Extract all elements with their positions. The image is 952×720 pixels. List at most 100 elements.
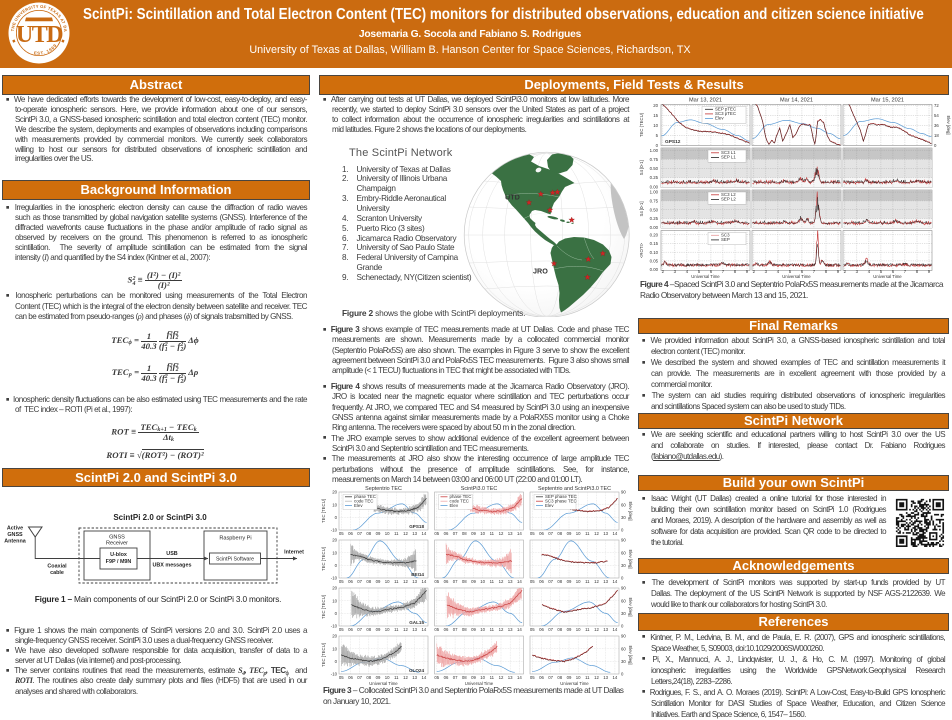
svg-text:08: 08 <box>366 531 371 536</box>
svg-text:6: 6 <box>801 269 804 274</box>
svg-text:12: 12 <box>499 531 504 536</box>
svg-text:GAL15: GAL15 <box>409 620 424 625</box>
svg-text:0.75: 0.75 <box>650 199 659 204</box>
svg-text:0.10: 0.10 <box>650 250 659 255</box>
svg-text:09: 09 <box>471 627 476 632</box>
svg-text:13: 13 <box>508 627 513 632</box>
svg-text:07: 07 <box>357 531 362 536</box>
svg-text:09: 09 <box>376 627 381 632</box>
svg-text:Mar 15, 2021: Mar 15, 2021 <box>871 98 904 104</box>
svg-text:7: 7 <box>722 269 725 274</box>
svg-text:13: 13 <box>508 531 513 536</box>
svg-text:5: 5 <box>880 269 883 274</box>
svg-text:0.25: 0.25 <box>650 175 659 180</box>
svg-text:06: 06 <box>444 579 449 584</box>
svg-text:0.00: 0.00 <box>650 184 659 189</box>
svg-text:8: 8 <box>825 269 828 274</box>
svg-text:Elev: Elev <box>354 503 363 508</box>
svg-text:2: 2 <box>844 269 847 274</box>
svg-text:05: 05 <box>434 579 439 584</box>
svg-text:1.00: 1.00 <box>650 148 659 153</box>
svg-text:0: 0 <box>621 672 624 677</box>
svg-text:10: 10 <box>332 550 337 555</box>
svg-text:Elev [deg]: Elev [deg] <box>946 115 951 134</box>
svg-text:ScintPi Software: ScintPi Software <box>216 557 254 563</box>
svg-text:60: 60 <box>621 550 626 555</box>
svg-text:06: 06 <box>348 579 353 584</box>
svg-text:BEI14: BEI14 <box>411 572 424 577</box>
svg-text:0: 0 <box>934 143 937 148</box>
svg-text:13: 13 <box>603 627 608 632</box>
svg-text:Elev [deg]: Elev [deg] <box>628 597 633 616</box>
svg-text:07: 07 <box>453 627 458 632</box>
svg-text:09: 09 <box>471 531 476 536</box>
svg-text:4: 4 <box>777 269 780 274</box>
svg-text:08: 08 <box>557 531 562 536</box>
svg-text:12: 12 <box>403 675 408 680</box>
svg-text:09: 09 <box>567 531 572 536</box>
svg-text:13: 13 <box>412 531 417 536</box>
svg-text:11: 11 <box>585 579 590 584</box>
svg-text:90: 90 <box>621 634 626 639</box>
svg-text:Coaxial: Coaxial <box>47 564 67 570</box>
svg-text:TEC [TECU]: TEC [TECU] <box>321 643 326 667</box>
svg-text:0: 0 <box>335 659 338 664</box>
svg-text:Elev [deg]: Elev [deg] <box>628 645 633 664</box>
svg-text:06: 06 <box>539 675 544 680</box>
svg-text:14: 14 <box>613 531 618 536</box>
svg-text:20: 20 <box>653 103 658 108</box>
svg-text:10: 10 <box>480 579 485 584</box>
svg-text:code TEC: code TEC <box>450 499 469 504</box>
svg-text:3: 3 <box>856 269 859 274</box>
svg-text:Internet: Internet <box>284 550 304 556</box>
svg-text:06: 06 <box>444 627 449 632</box>
svg-text:4: 4 <box>686 269 689 274</box>
svg-text:Elev: Elev <box>450 503 459 508</box>
svg-text:0.05: 0.05 <box>650 259 659 264</box>
svg-text:code TEC: code TEC <box>354 499 373 504</box>
svg-text:JRO: JRO <box>533 267 548 276</box>
svg-text:6: 6 <box>710 269 713 274</box>
svg-text:07: 07 <box>453 579 458 584</box>
svg-text:11: 11 <box>585 531 590 536</box>
svg-text:2: 2 <box>753 269 756 274</box>
svg-text:10: 10 <box>385 531 390 536</box>
svg-text:36: 36 <box>934 123 939 128</box>
svg-text:90: 90 <box>621 538 626 543</box>
svg-text:10: 10 <box>385 579 390 584</box>
svg-text:10: 10 <box>653 123 658 128</box>
svg-text:11: 11 <box>394 675 399 680</box>
svg-text:09: 09 <box>376 531 381 536</box>
svg-text:20: 20 <box>332 586 337 591</box>
svg-text:UBX messages: UBX messages <box>153 563 192 569</box>
svg-text:14: 14 <box>517 627 522 632</box>
svg-text:05: 05 <box>339 627 344 632</box>
svg-text:SEP phase TEC: SEP phase TEC <box>545 494 577 499</box>
svg-text:14: 14 <box>517 675 522 680</box>
svg-text:08: 08 <box>366 627 371 632</box>
svg-text:09: 09 <box>376 579 381 584</box>
svg-text:11: 11 <box>585 627 590 632</box>
svg-text:14: 14 <box>517 579 522 584</box>
svg-text:13: 13 <box>508 675 513 680</box>
svg-text:UTD: UTD <box>505 193 520 202</box>
svg-text:07: 07 <box>357 675 362 680</box>
svg-text:07: 07 <box>453 531 458 536</box>
svg-text:7: 7 <box>813 269 816 274</box>
svg-text:12: 12 <box>594 579 599 584</box>
svg-text:05: 05 <box>339 531 344 536</box>
svg-text:14: 14 <box>422 627 427 632</box>
svg-text:3: 3 <box>674 269 677 274</box>
svg-text:-10: -10 <box>331 624 338 629</box>
svg-text:72: 72 <box>934 103 939 108</box>
svg-text:12: 12 <box>499 579 504 584</box>
svg-text:Elev [deg]: Elev [deg] <box>628 501 633 520</box>
svg-text:14: 14 <box>517 531 522 536</box>
svg-text:09: 09 <box>567 627 572 632</box>
svg-text:Antenna: Antenna <box>4 539 27 545</box>
svg-text:08: 08 <box>557 675 562 680</box>
svg-text:0.15: 0.15 <box>650 241 659 246</box>
svg-text:GNSS: GNSS <box>109 535 125 541</box>
svg-text:Universal Time: Universal Time <box>873 274 902 279</box>
svg-text:0.75: 0.75 <box>650 157 659 162</box>
